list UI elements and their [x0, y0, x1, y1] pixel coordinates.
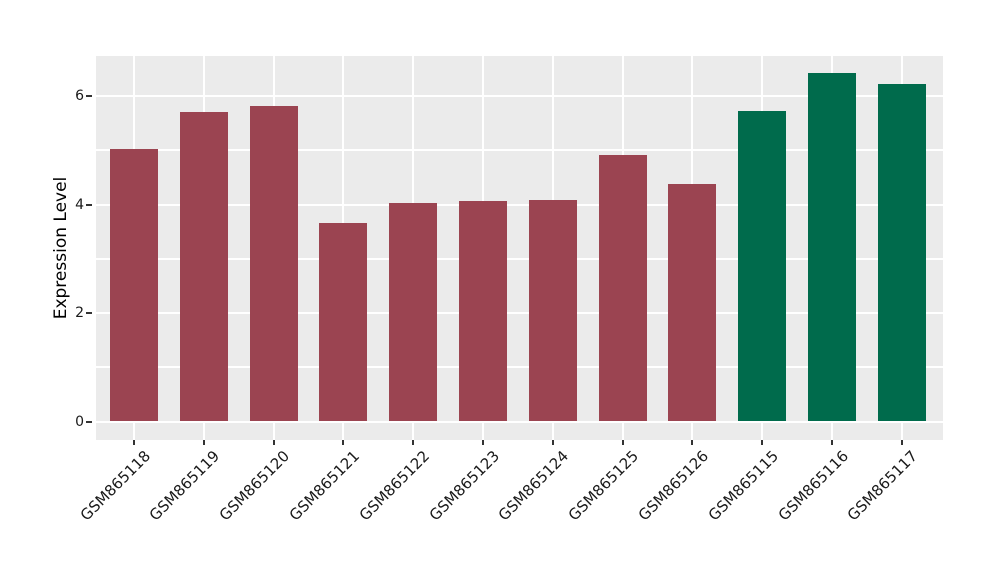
- bar: [877, 84, 926, 422]
- x-tick-label: GSM865115: [704, 447, 782, 525]
- x-tick-label: GSM865121: [285, 447, 364, 525]
- x-tick-label: GSM865125: [564, 447, 643, 525]
- bar: [738, 110, 787, 422]
- bar: [459, 200, 507, 422]
- x-tick-label: GSM865120: [215, 447, 294, 525]
- x-tick-label: GSM865123: [425, 447, 503, 525]
- y-tick-label: 6: [75, 88, 84, 104]
- bar: [668, 183, 717, 422]
- x-tick-mark: [202, 440, 205, 445]
- bar: [179, 112, 228, 422]
- x-tick-label: GSM865122: [355, 447, 433, 525]
- x-tick-mark: [900, 440, 903, 445]
- x-tick-mark: [133, 440, 135, 445]
- x-tick-mark: [691, 440, 694, 445]
- bar: [389, 202, 438, 422]
- x-tick-label: GSM865126: [634, 447, 713, 525]
- x-tick-label: GSM865124: [495, 447, 573, 525]
- x-tick-mark: [482, 440, 484, 445]
- gridline-horizontal: [96, 203, 943, 206]
- bar: [319, 222, 368, 422]
- x-tick-label: GSM865119: [146, 447, 224, 525]
- y-tick-mark: [86, 420, 92, 423]
- gridline-horizontal: [96, 257, 943, 260]
- y-tick-mark: [86, 203, 92, 206]
- x-tick-mark: [621, 440, 624, 445]
- y-tick-mark: [86, 95, 92, 97]
- y-tick-mark: [86, 312, 92, 314]
- x-tick-mark: [551, 440, 554, 445]
- x-tick-mark: [831, 440, 833, 445]
- plot-area: [96, 56, 943, 440]
- gridline-horizontal: [96, 149, 943, 152]
- x-tick-mark: [761, 440, 764, 445]
- bar: [528, 199, 577, 422]
- x-tick-mark: [342, 440, 345, 445]
- x-tick-label: GSM865116: [774, 447, 852, 525]
- gridline-horizontal: [96, 312, 943, 314]
- x-tick-mark: [272, 440, 275, 445]
- x-tick-label: GSM865118: [76, 447, 154, 525]
- bar: [598, 154, 647, 422]
- y-tick-label: 2: [75, 305, 84, 321]
- y-tick-label: 4: [75, 196, 84, 213]
- gridline-horizontal: [96, 420, 943, 423]
- gridline-horizontal: [96, 95, 943, 97]
- bar: [110, 149, 158, 422]
- x-tick-mark: [412, 440, 415, 445]
- bar: [249, 106, 298, 422]
- y-tick-label: 0: [75, 413, 84, 430]
- bar: [808, 73, 856, 422]
- x-tick-label: GSM865117: [844, 447, 922, 525]
- gridline-horizontal: [96, 366, 943, 369]
